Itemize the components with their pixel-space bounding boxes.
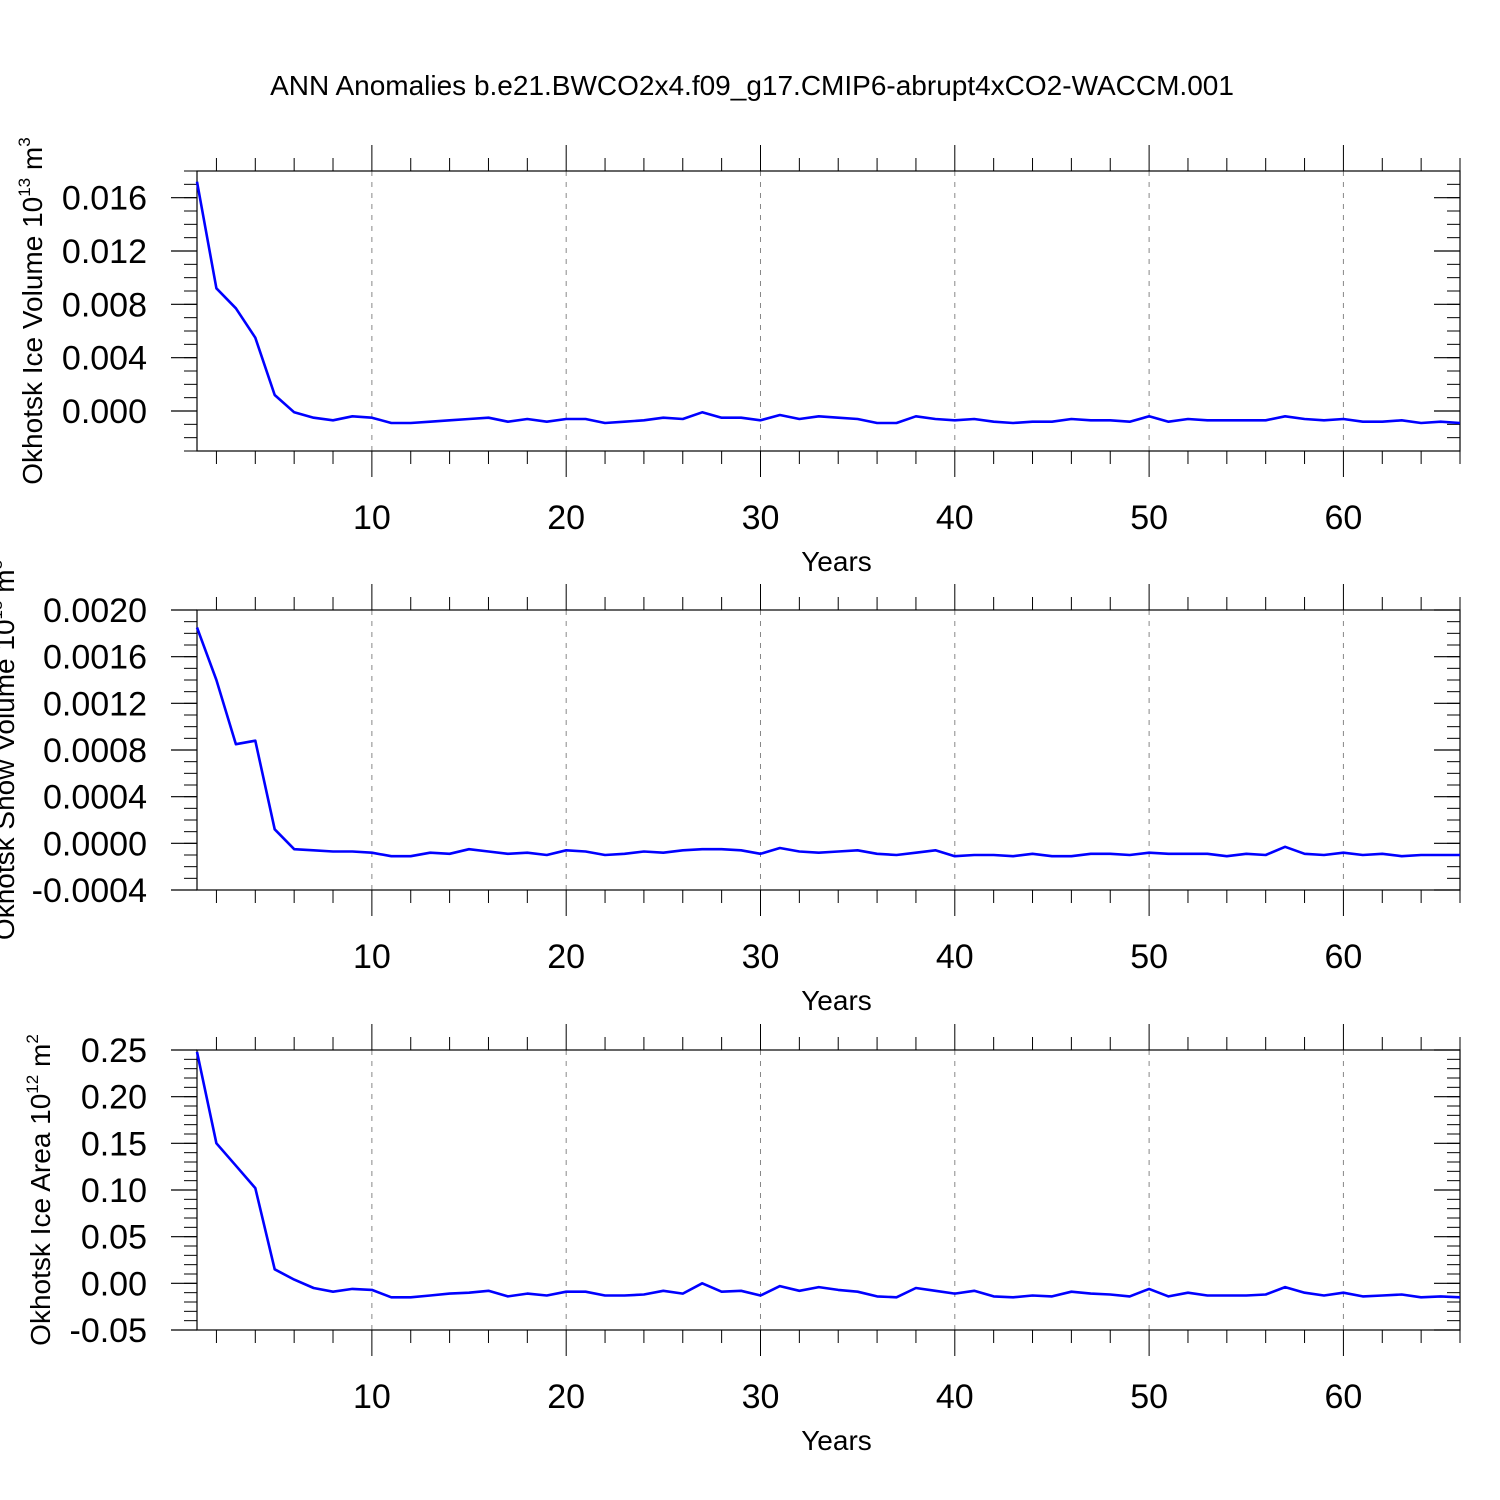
chart-panel-3: -0.05 0.00 0.05 0.10 0.15 0.20 0.25 10 20 30 40 50 6… [23, 1024, 1461, 1456]
x-axis-label: Years [801, 1425, 872, 1456]
x-tick-label: 30 [742, 1378, 780, 1416]
x-tick-label: 50 [1130, 499, 1168, 537]
y-label-unit: m [0, 569, 20, 600]
series-line [195, 627, 1460, 858]
x-tick-label: 10 [353, 1378, 391, 1416]
y-label-exp: 13 [0, 601, 6, 620]
y-axis-label: Okhotsk Ice Volume 1013 m3 [15, 137, 48, 484]
x-tick-label: 50 [1130, 1378, 1168, 1416]
y-label-unit: m [25, 1044, 56, 1075]
y-label-exp: 12 [23, 1075, 42, 1094]
y-label-main: Okhotsk Snow Volume 10 [0, 619, 20, 940]
y-tick-label: 0.25 [81, 1032, 147, 1070]
y-tick-label: 0.016 [62, 180, 147, 218]
y-tick-label: 0.008 [62, 286, 147, 324]
x-tick-label: 10 [353, 499, 391, 537]
y-axis-label: Okhotsk Ice Area 1012 m2 [23, 1034, 56, 1346]
y-label-unit-exp: 3 [15, 137, 34, 146]
y-tick-label: 0.0016 [43, 639, 147, 677]
plot-frame [196, 170, 1461, 452]
x-tick-label: 50 [1130, 938, 1168, 976]
y-label-exp: 13 [15, 178, 34, 197]
x-tick-label: 10 [353, 938, 391, 976]
x-tick-label: 60 [1325, 499, 1363, 537]
x-tick-label: 30 [742, 938, 780, 976]
x-tick-label: 20 [547, 1378, 585, 1416]
y-label-unit: m [17, 147, 48, 178]
plot-frame [196, 609, 1461, 891]
y-tick-label: 0.10 [81, 1172, 147, 1210]
y-tick-label: 0.0012 [43, 685, 147, 723]
x-tick-label: 60 [1325, 938, 1363, 976]
series-line [195, 1051, 1461, 1299]
panels: 0.000 0.004 0.008 0.012 0.016 10 20 30 40 50 60 Yea… [0, 137, 1461, 1456]
chart-panel-2: -0.0004 0.0000 0.0004 0.0008 0.0012 0.0016 0.0… [0, 560, 1461, 1016]
y-label-main: Okhotsk Ice Area 10 [25, 1094, 56, 1346]
x-tick-label: 20 [547, 499, 585, 537]
x-tick-label: 40 [936, 938, 974, 976]
y-tick-label: 0.0000 [43, 825, 147, 863]
y-tick-label: -0.0004 [32, 872, 147, 910]
y-tick-label: -0.05 [70, 1312, 148, 1350]
y-tick-label: 0.15 [81, 1125, 147, 1163]
y-label-unit-exp: 3 [0, 560, 6, 569]
y-tick-label: 0.0020 [43, 592, 147, 630]
figure-title: ANN Anomalies b.e21.BWCO2x4.f09_g17.CMIP… [270, 70, 1234, 101]
x-tick-label: 20 [547, 938, 585, 976]
series-line [195, 181, 1461, 425]
y-tick-label: 0.0004 [43, 779, 147, 817]
y-tick-label: 0.05 [81, 1219, 147, 1257]
y-label-unit-exp: 2 [23, 1034, 42, 1043]
y-tick-label: 0.0008 [43, 732, 147, 770]
x-axis-label: Years [801, 985, 872, 1016]
y-tick-label: 0.004 [62, 340, 147, 378]
x-tick-label: 40 [936, 499, 974, 537]
x-tick-label: 60 [1325, 1378, 1363, 1416]
x-tick-label: 40 [936, 1378, 974, 1416]
chart-panel-1: 0.000 0.004 0.008 0.012 0.016 10 20 30 40 50 60 Yea… [15, 137, 1461, 577]
x-axis-label: Years [801, 546, 872, 577]
y-tick-label: 0.00 [81, 1265, 147, 1303]
y-label-main: Okhotsk Ice Volume 10 [17, 197, 48, 485]
y-tick-label: 0.20 [81, 1079, 147, 1117]
x-tick-label: 30 [742, 499, 780, 537]
y-axis-label: Okhotsk Snow Volume 1013 m3 [0, 560, 20, 940]
y-tick-label: 0.012 [62, 233, 147, 271]
y-tick-label: 0.000 [62, 393, 147, 431]
